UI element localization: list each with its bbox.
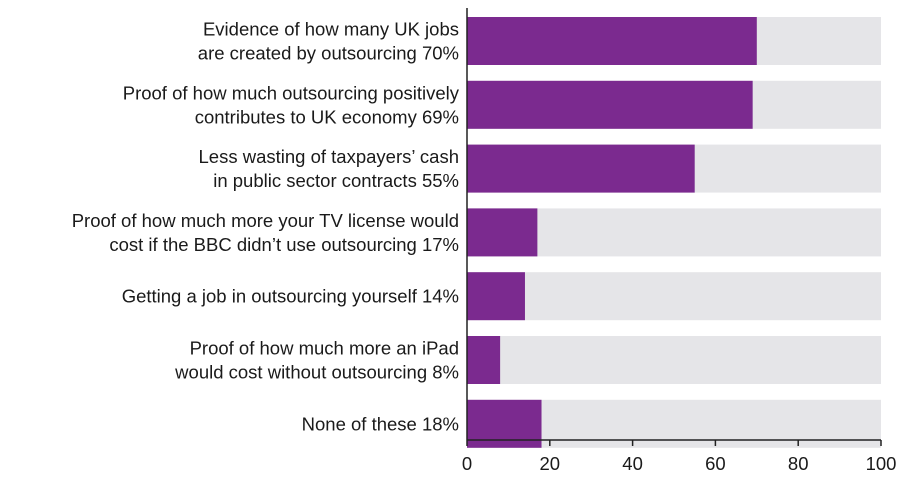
bar (467, 336, 501, 384)
category-label: are created by outsourcing 70% (198, 42, 459, 63)
x-tick-label: 60 (705, 453, 726, 474)
category-label: would cost without outsourcing 8% (174, 361, 459, 382)
category-label: Proof of how much outsourcing positively (123, 82, 460, 103)
bar (467, 144, 695, 193)
x-tick-label: 20 (540, 453, 561, 474)
x-tick-label: 80 (788, 453, 809, 474)
category-label: Evidence of how many UK jobs (203, 18, 459, 39)
bar-track (467, 272, 881, 321)
bar (467, 272, 525, 321)
bar (467, 80, 753, 129)
x-tick-label: 100 (866, 453, 897, 474)
category-label: Proof of how much more an iPad (190, 337, 459, 358)
category-label: in public sector contracts 55% (213, 170, 459, 191)
category-label: Less wasting of taxpayers’ cash (199, 146, 460, 167)
bar (467, 208, 538, 257)
category-label: Getting a job in outsourcing yourself 14… (122, 286, 459, 307)
x-tick-label: 40 (622, 453, 643, 474)
category-label: cost if the BBC didn’t use outsourcing 1… (109, 234, 459, 255)
category-label: Proof of how much more your TV license w… (72, 210, 459, 231)
x-tick-label: 0 (462, 453, 472, 474)
bar (467, 17, 757, 65)
bar-track (467, 336, 881, 384)
category-label: None of these 18% (302, 413, 459, 434)
category-label: contributes to UK economy 69% (195, 106, 459, 127)
